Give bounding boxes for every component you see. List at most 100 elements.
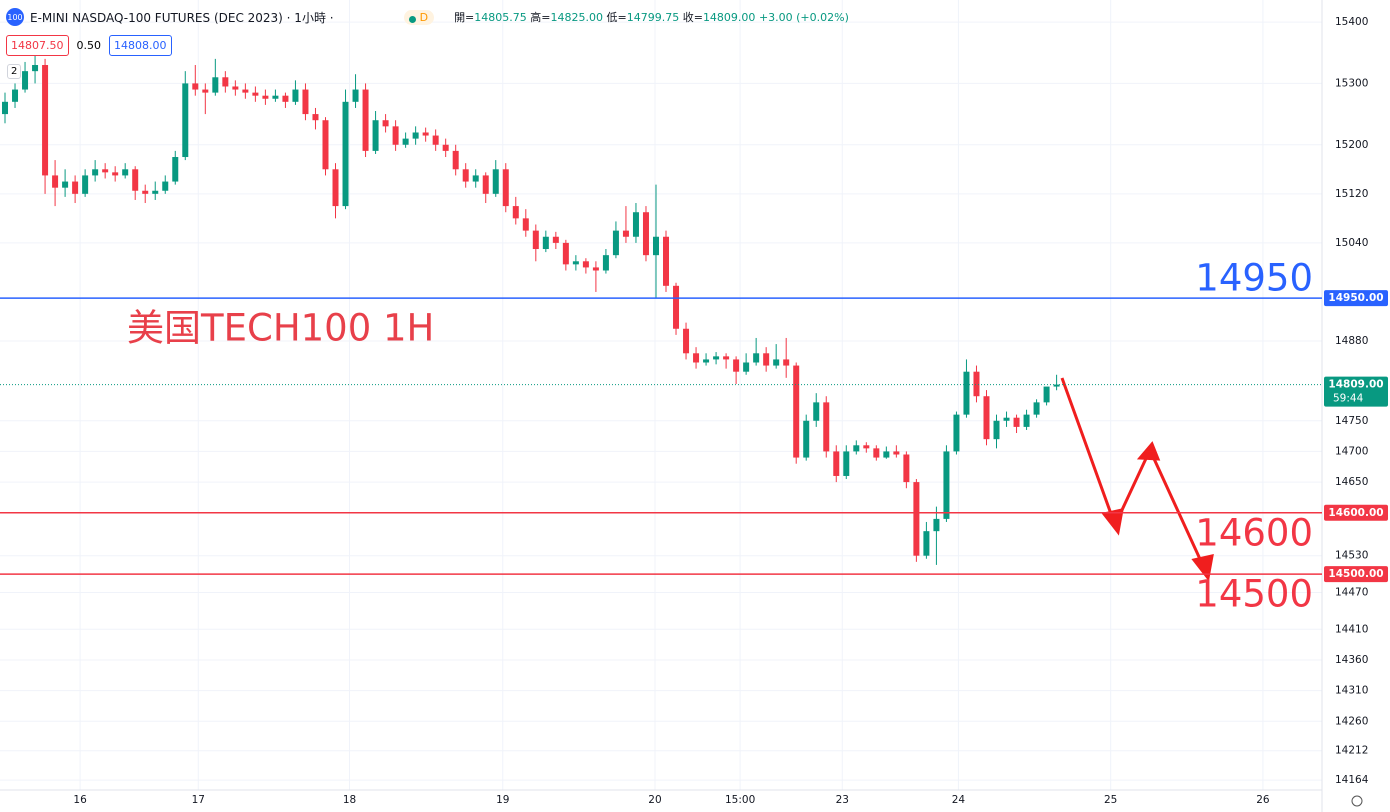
quote: 14807.50 0.50 14808.00 [6,35,172,56]
candle-body [52,175,59,188]
candle-body [853,445,860,452]
candle [943,445,950,522]
candle [12,83,19,108]
candle-body [803,420,810,458]
candle [592,261,599,292]
candle [612,221,619,259]
candle-body [532,230,539,250]
candle [462,163,469,188]
y-tick-label: 14164 [1335,774,1369,786]
candle [873,445,880,461]
candle [22,61,29,93]
candle-body [362,89,369,151]
candle [843,445,850,480]
candle-body [272,95,279,99]
candle-body [2,101,9,115]
candle-body [42,65,49,176]
candle-body [12,89,19,102]
change: +3.00 (+0.02%) [758,11,849,24]
candle [602,249,609,274]
candle-body [1053,384,1060,387]
candle [472,169,479,188]
candle-body [843,451,850,476]
indicator-toggle[interactable]: 2 [7,64,22,79]
candle-body [953,414,960,452]
candle-body [522,218,529,231]
candle [182,71,189,161]
candle [933,506,940,565]
candle [412,126,419,145]
candle [402,132,409,148]
ohlc-label: 開= [454,11,475,24]
candle [222,71,229,93]
candle [963,359,970,418]
candle [532,224,539,262]
interval-badge[interactable]: D [403,9,435,25]
candle-body [612,230,619,256]
candle-body [983,396,990,440]
candle [422,127,429,142]
candle-body [913,482,920,556]
candle [622,206,629,243]
y-tick-label: 14880 [1335,335,1368,347]
candle [282,92,289,108]
candle-body [422,132,429,136]
ohlc-value: 14805.75 [474,11,527,24]
candle-body [302,89,309,115]
candle [52,160,59,207]
candle [152,181,159,200]
candle-body [823,402,830,452]
candle [1043,386,1050,406]
candle-body [703,359,710,363]
candle [2,92,9,124]
candle-body [773,359,780,366]
candle [833,445,840,483]
level-annotation: 14500 [1195,573,1313,616]
y-tick-label: 14650 [1335,476,1368,488]
candle [883,446,890,459]
candle-body [152,190,159,194]
bid[interactable]: 14807.50 [6,35,69,56]
candle [743,353,750,375]
candle-body [312,114,319,121]
x-tick-label: 18 [343,794,356,806]
countdown: 59:44 [1333,393,1364,405]
candle [773,344,780,369]
ohlc-value: 14799.75 [626,11,680,24]
candle-body [82,175,89,194]
candle [302,83,309,121]
candle-body [632,212,639,237]
candle [362,83,369,158]
symbol-title[interactable]: E-MINI NASDAQ-100 FUTURES (DEC 2023) · 1… [30,10,334,25]
candle-body [1023,414,1030,427]
candle-body [562,242,569,265]
candle [392,120,399,151]
ask[interactable]: 14808.00 [109,35,172,56]
candle [192,65,199,96]
candle [983,390,990,446]
candle [92,160,99,182]
candle-body [412,132,419,139]
y-tick-label: 15040 [1335,237,1368,249]
candle-body [963,371,970,415]
candle [652,184,659,299]
candle-body [252,92,259,96]
candle [492,160,499,197]
candle-body [62,181,69,188]
x-tick-label: 25 [1104,794,1117,806]
candle-body [572,261,579,265]
y-tick-label: 14530 [1335,550,1368,562]
candle-body [1033,402,1040,415]
settings-icon[interactable] [1351,795,1363,807]
header: 100 E-MINI NASDAQ-100 FUTURES (DEC 2023)… [6,8,849,26]
candle-body [352,89,359,102]
candle [292,80,299,105]
candle [923,521,930,559]
candle-body [162,181,169,191]
ohlc-label: 低= [606,11,627,24]
y-tick-label: 14700 [1335,445,1368,457]
candle [272,89,279,102]
candle-body [1003,417,1010,421]
